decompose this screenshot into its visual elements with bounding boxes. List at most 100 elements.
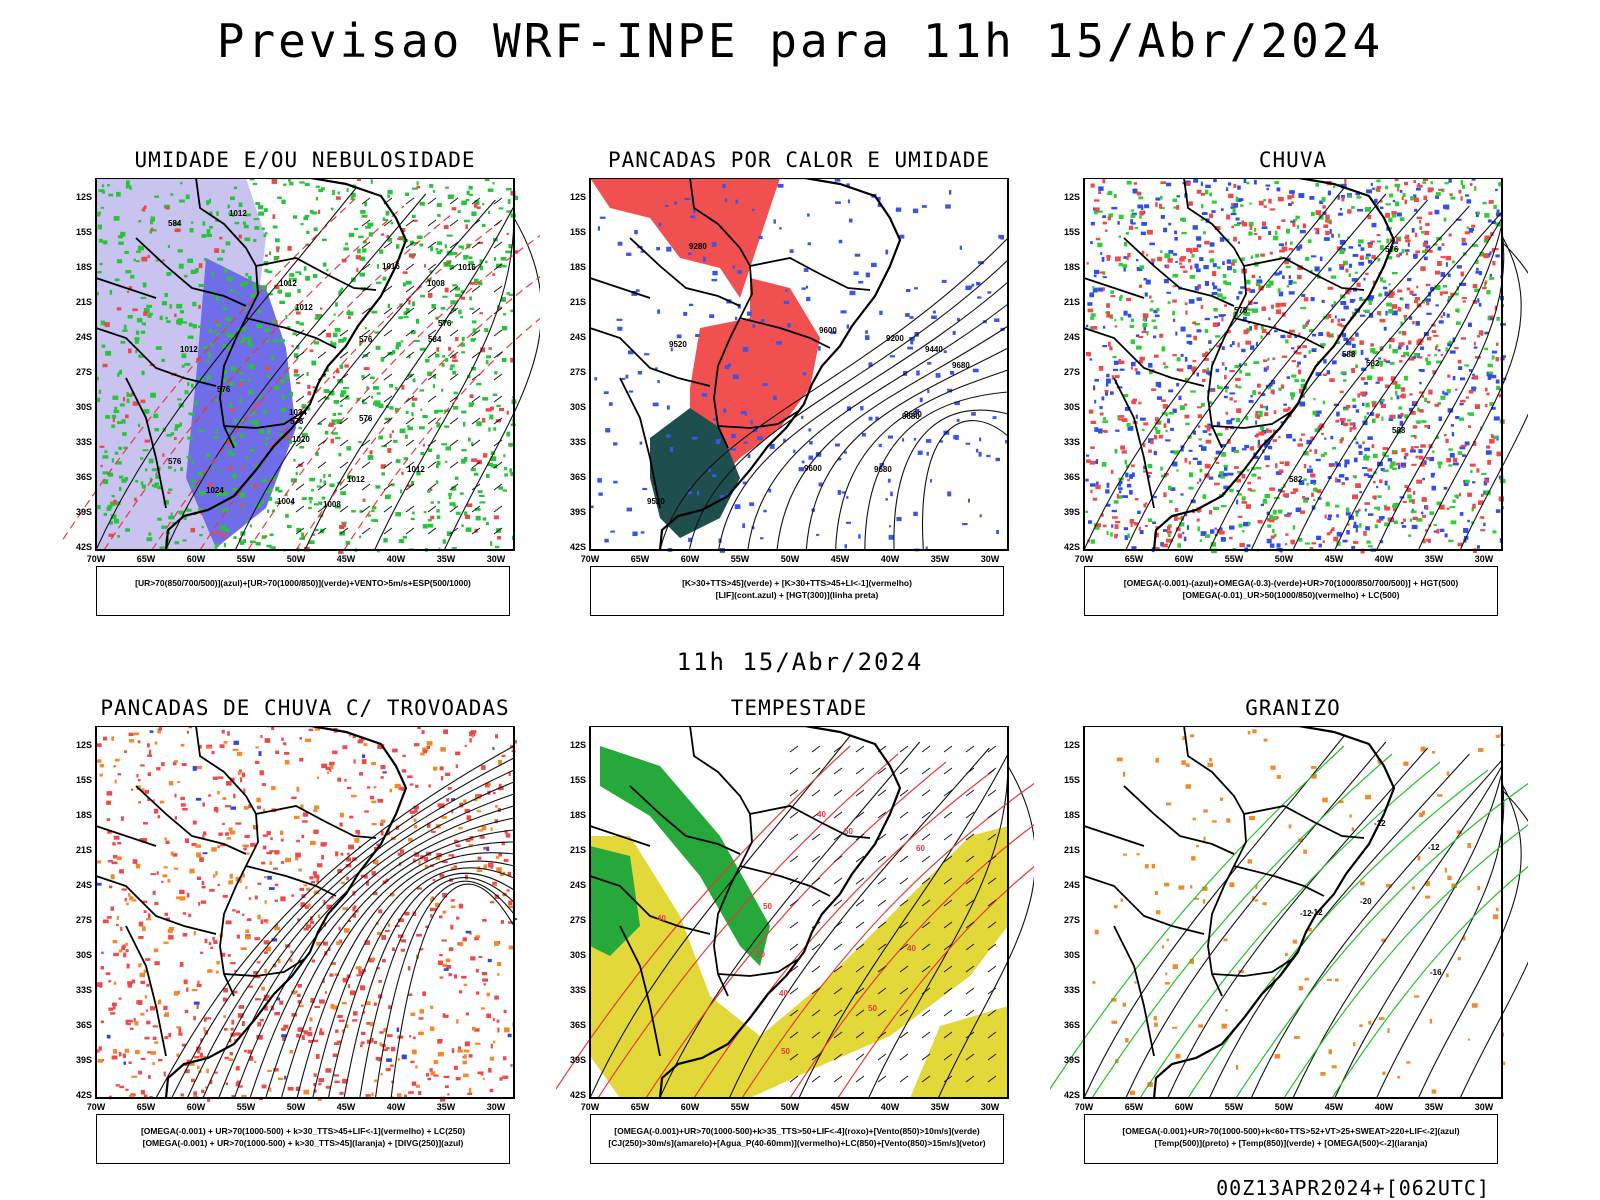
longitude-tick-label: 45W: [831, 554, 850, 564]
legend-box: [OMEGA(-0.001) + UR>70(1000-500) + k>30_…: [96, 1114, 510, 1164]
latitude-tick-label: 15S: [570, 227, 586, 237]
latitude-tick-label: 18S: [76, 810, 92, 820]
longitude-tick-label: 65W: [631, 554, 650, 564]
contour-label: -12: [1374, 819, 1386, 828]
latitude-tick-label: 18S: [570, 262, 586, 272]
longitude-tick-label: 60W: [187, 1102, 206, 1112]
longitude-tick-label: 35W: [1425, 554, 1444, 564]
map-frame: [95, 178, 515, 551]
contour-label: 576: [1385, 245, 1399, 254]
coastline: [1152, 178, 1396, 551]
longitude-tick-label: 40W: [387, 554, 406, 564]
contour-label: -12: [1428, 843, 1440, 852]
latitude-tick-label: 12S: [570, 740, 586, 750]
latitude-tick-label: 33S: [76, 985, 92, 995]
contour-label: 1012: [295, 303, 313, 312]
legend-box: [K>30+TTS>45](verde) + [K>30+TTS>45+LI<-…: [590, 566, 1004, 616]
longitude-tick-label: 40W: [1375, 1102, 1394, 1112]
contour-label: 9680: [902, 412, 920, 421]
latitude-tick-label: 15S: [1064, 227, 1080, 237]
longitude-tick-label: 70W: [1075, 554, 1094, 564]
latitude-tick-label: 27S: [76, 915, 92, 925]
legend-line: [OMEGA(-0.001)+UR>70(1000-500)+k>35_TTS>…: [614, 1126, 980, 1136]
latitude-tick-label: 33S: [1064, 985, 1080, 995]
latitude-tick-label: 42S: [570, 542, 586, 552]
longitude-tick-label: 30W: [487, 1102, 506, 1112]
latitude-tick-label: 15S: [76, 775, 92, 785]
contour-label: 576: [168, 457, 182, 466]
contour-label: 1020: [292, 435, 310, 444]
contour-label: 588: [1392, 426, 1406, 435]
longitude-tick-label: 50W: [287, 1102, 306, 1112]
latitude-tick-label: 21S: [76, 297, 92, 307]
latitude-tick-label: 39S: [1064, 1055, 1080, 1065]
longitude-tick-label: 65W: [137, 554, 156, 564]
latitude-tick-label: 21S: [76, 845, 92, 855]
latitude-tick-label: 36S: [1064, 1020, 1080, 1030]
longitude-tick-label: 30W: [981, 1102, 1000, 1112]
latitude-tick-label: 42S: [1064, 1090, 1080, 1100]
longitude-tick-label: 40W: [1375, 554, 1394, 564]
longitude-tick-label: 40W: [881, 554, 900, 564]
latitude-tick-label: 18S: [570, 810, 586, 820]
longitude-tick-label: 45W: [1325, 554, 1344, 564]
contour-label: 9680: [874, 465, 892, 474]
contour-label: 1008: [323, 500, 341, 509]
contour-label: 584: [168, 219, 182, 228]
footer-run-label: 00Z13APR2024+[062UTC]: [1216, 1176, 1490, 1200]
contour-label: 582: [1366, 359, 1380, 368]
longitude-tick-label: 65W: [1125, 554, 1144, 564]
longitude-tick-label: 50W: [1275, 1102, 1294, 1112]
longitude-tick-label: 55W: [1225, 1102, 1244, 1112]
latitude-tick-label: 27S: [570, 367, 586, 377]
contour-label: 576: [217, 385, 231, 394]
latitude-tick-label: 39S: [76, 507, 92, 517]
latitude-tick-label: 30S: [76, 950, 92, 960]
contour-label: 576: [438, 319, 452, 328]
map-plot: -12-12-16-20-12-1212S15S18S21S24S27S30S3…: [1050, 726, 1528, 1112]
latitude-tick-label: 30S: [76, 402, 92, 412]
longitude-tick-label: 30W: [1475, 1102, 1494, 1112]
longitude-tick-label: 30W: [487, 554, 506, 564]
latitude-tick-label: 27S: [76, 367, 92, 377]
mid-title: 11h 15/Abr/2024: [676, 648, 924, 676]
jet-stream-field-east: [910, 1006, 1008, 1098]
longitude-tick-label: 70W: [581, 554, 600, 564]
longitude-tick-label: 35W: [437, 1102, 456, 1112]
map-frame: [589, 178, 1009, 551]
contour-lines: [659, 237, 1009, 551]
longitude-tick-label: 55W: [731, 1102, 750, 1112]
contour-label: 50: [868, 1004, 877, 1013]
contour-label: 576: [359, 414, 373, 423]
contour-label: 9520: [647, 497, 665, 506]
latitude-tick-label: 21S: [1064, 845, 1080, 855]
contour-label: 9520: [669, 340, 687, 349]
contour-label: 40: [817, 810, 826, 819]
country-borders: [1083, 726, 1365, 1057]
latitude-tick-label: 24S: [1064, 332, 1080, 342]
longitude-tick-label: 50W: [1275, 554, 1294, 564]
latitude-tick-label: 24S: [570, 332, 586, 342]
longitude-tick-label: 60W: [1175, 1102, 1194, 1112]
latitude-tick-label: 33S: [570, 437, 586, 447]
longitude-tick-label: 55W: [731, 554, 750, 564]
latitude-tick-label: 27S: [1064, 367, 1080, 377]
contour-label: 576: [359, 335, 373, 344]
contour-label: 50: [763, 902, 772, 911]
field-speckles: [590, 178, 1009, 553]
field-speckles: [96, 726, 514, 1101]
latitude-tick-label: 21S: [570, 297, 586, 307]
contour-label: 40: [779, 989, 788, 998]
longitude-tick-label: 55W: [237, 1102, 256, 1112]
contour-label: 9200: [886, 334, 904, 343]
legend-line: [LIF](cont.azul) + [HGT(300)](linha pret…: [715, 590, 879, 600]
legend-line: [OMEGA(-0.001)-(azul)+OMEGA(-0.3)-(verde…: [1123, 578, 1459, 588]
longitude-tick-label: 60W: [681, 554, 700, 564]
latitude-tick-label: 36S: [1064, 472, 1080, 482]
longitude-tick-label: 70W: [87, 1102, 106, 1112]
longitude-tick-label: 60W: [187, 554, 206, 564]
contour-label: 1016: [382, 262, 400, 271]
latitude-tick-label: 42S: [1064, 542, 1080, 552]
longitude-tick-label: 70W: [1075, 1102, 1094, 1112]
contour-label: 1008: [427, 279, 445, 288]
